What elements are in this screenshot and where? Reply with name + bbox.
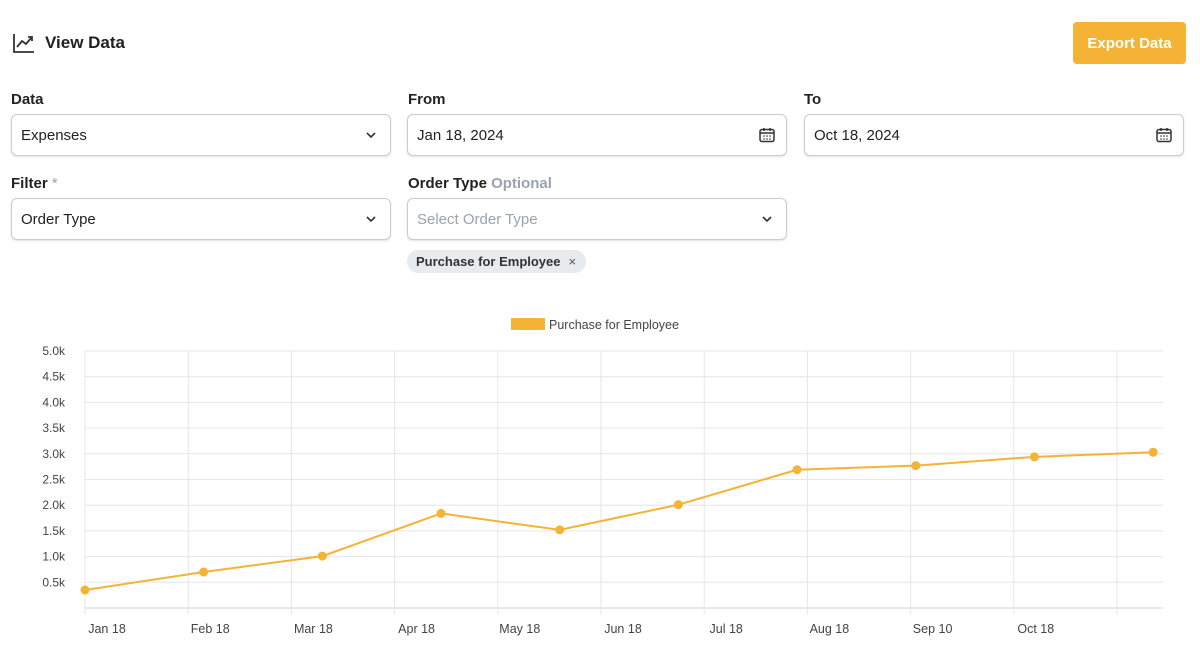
data-select-value: Expenses bbox=[21, 126, 87, 144]
required-mark: * bbox=[51, 175, 58, 192]
x-tick-label: Oct 18 bbox=[1017, 622, 1054, 636]
y-tick-label: 4.0k bbox=[42, 395, 66, 409]
chevron-down-icon bbox=[762, 216, 772, 223]
chip-label: Purchase for Employee bbox=[416, 254, 561, 269]
calendar-icon[interactable] bbox=[1155, 126, 1173, 144]
line-chart-icon bbox=[13, 34, 34, 53]
calendar-icon[interactable] bbox=[758, 126, 776, 144]
x-tick-label: Mar 18 bbox=[294, 622, 333, 636]
filter-label: Filter * bbox=[11, 175, 58, 193]
data-point bbox=[792, 465, 802, 475]
order-type-select[interactable]: Select Order Type bbox=[407, 198, 787, 240]
line-chart: 0.5k 1.0k 1.5k 2.0k 2.5k 3.0k 3.5k 4.0k 4.5k 5.0k… bbox=[42, 318, 1163, 636]
x-tick-label: Apr 18 bbox=[398, 622, 435, 636]
from-label: From bbox=[408, 91, 446, 108]
data-point bbox=[317, 551, 327, 561]
data-point bbox=[555, 525, 565, 535]
filter-select-value: Order Type bbox=[21, 210, 96, 228]
chevron-down-icon bbox=[366, 132, 376, 139]
y-tick-label: 1.0k bbox=[42, 550, 66, 564]
legend-label: Purchase for Employee bbox=[549, 318, 679, 332]
y-tick-label: 2.0k bbox=[42, 498, 66, 512]
y-tick-label: 2.5k bbox=[42, 473, 66, 487]
selected-order-type-chip: Purchase for Employee × bbox=[407, 250, 587, 273]
data-label: Data bbox=[11, 91, 44, 108]
optional-text: Optional bbox=[491, 175, 552, 192]
data-point bbox=[199, 567, 209, 577]
x-tick-label: Jun 18 bbox=[604, 622, 642, 636]
export-data-button[interactable]: Export Data bbox=[1073, 22, 1186, 64]
to-label: To bbox=[804, 91, 822, 108]
data-point bbox=[1029, 452, 1039, 462]
legend-swatch bbox=[511, 318, 545, 330]
remove-chip-icon[interactable]: × bbox=[568, 254, 577, 269]
data-point bbox=[673, 500, 683, 510]
y-tick-label: 3.0k bbox=[42, 447, 66, 461]
series-line bbox=[84, 451, 1154, 591]
from-date-value: Jan 18, 2024 bbox=[417, 126, 504, 144]
y-tick-label: 3.5k bbox=[42, 421, 66, 435]
data-select[interactable]: Expenses bbox=[11, 114, 391, 156]
data-point bbox=[80, 585, 90, 595]
x-tick-label: May 18 bbox=[499, 622, 540, 636]
chevron-down-icon bbox=[366, 216, 376, 223]
to-date-value: Oct 18, 2024 bbox=[814, 126, 900, 144]
to-date-input[interactable]: Oct 18, 2024 bbox=[804, 114, 1184, 156]
y-tick-label: 0.5k bbox=[42, 575, 66, 589]
order-type-placeholder: Select Order Type bbox=[417, 210, 538, 228]
x-tick-label: Sep 10 bbox=[913, 622, 953, 636]
y-tick-label: 5.0k bbox=[42, 344, 66, 358]
y-tick-label: 4.5k bbox=[42, 370, 66, 384]
x-tick-label: Feb 18 bbox=[191, 622, 230, 636]
data-point bbox=[1148, 447, 1158, 457]
x-tick-label: Jul 18 bbox=[710, 622, 743, 636]
x-tick-label: Jan 18 bbox=[88, 622, 126, 636]
order-type-label-text: Order Type bbox=[408, 175, 487, 192]
x-tick-label: Aug 18 bbox=[810, 622, 850, 636]
order-type-label: Order Type Optional bbox=[408, 175, 552, 193]
data-point bbox=[436, 508, 446, 518]
data-point bbox=[911, 461, 921, 471]
filter-select[interactable]: Order Type bbox=[11, 198, 391, 240]
from-date-input[interactable]: Jan 18, 2024 bbox=[407, 114, 787, 156]
y-tick-label: 1.5k bbox=[42, 524, 66, 538]
filter-label-text: Filter bbox=[11, 175, 48, 192]
page-title: View Data bbox=[45, 33, 126, 52]
